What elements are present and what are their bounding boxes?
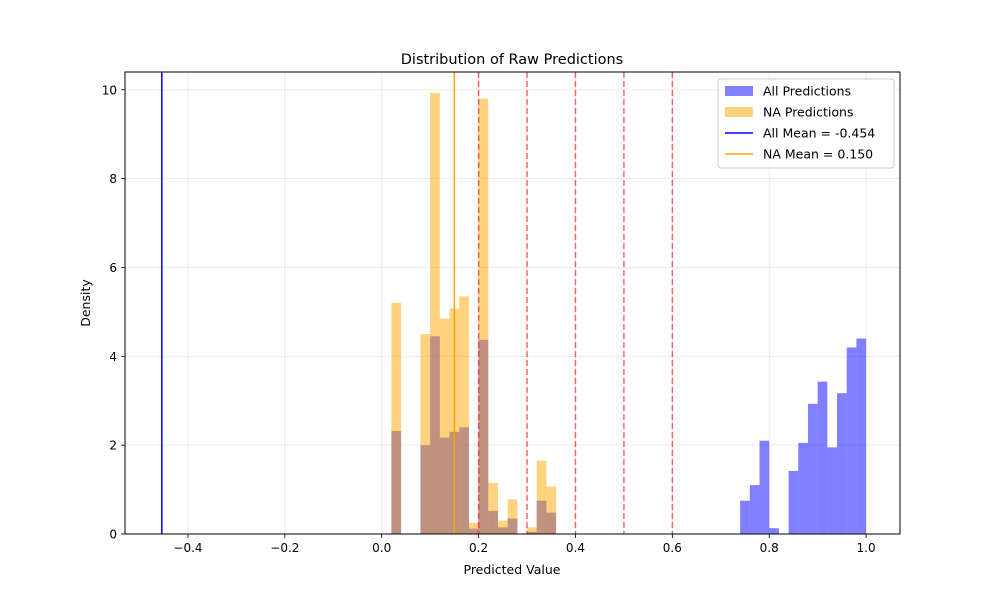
histogram-bar: [856, 338, 867, 534]
x-tick-label: 1.0: [857, 541, 876, 555]
histogram-bar: [478, 98, 489, 535]
x-tick-label: 0.4: [566, 541, 585, 555]
histogram-bar: [391, 303, 402, 534]
legend-label: NA Mean = 0.150: [763, 147, 873, 162]
y-tick-label: 0: [109, 528, 117, 542]
histogram-bar: [507, 499, 518, 534]
x-axis-label: Predicted Value: [464, 562, 561, 577]
x-tick-label: 0.6: [663, 541, 682, 555]
y-tick-label: 2: [109, 439, 117, 453]
histogram-bar: [439, 318, 450, 534]
histogram-bar: [817, 381, 828, 534]
histogram-bar: [420, 334, 431, 534]
axis-ticks: −0.4 −0.2 0.0 0.2 0.4 0.6 0.8 1.0 0 2 4 6 8 10: [102, 83, 876, 555]
legend-swatch: [725, 107, 753, 117]
x-tick-label: 0.2: [469, 541, 488, 555]
reference-lines: [161, 72, 674, 534]
histogram-bar: [807, 403, 818, 534]
histogram-bar: [430, 92, 440, 534]
histogram-bar: [798, 442, 808, 534]
histogram-bar: [827, 447, 838, 534]
y-tick-label: 6: [109, 261, 117, 275]
legend-frame: [717, 78, 895, 169]
histogram-bar: [788, 470, 799, 534]
histogram-bar: [749, 485, 760, 534]
histogram-bar: [488, 482, 498, 534]
legend-label: All Predictions: [763, 84, 851, 99]
histogram-bar: [459, 296, 469, 534]
x-tick-label: −0.2: [270, 541, 299, 555]
histogram-bar: [837, 393, 847, 534]
legend-label: NA Predictions: [763, 105, 854, 120]
histogram-bar: [468, 522, 479, 534]
histogram-bars: [391, 92, 867, 535]
y-tick-label: 10: [102, 83, 117, 97]
histogram-bar: [740, 500, 750, 534]
histogram-bar: [497, 520, 508, 534]
histogram-bar: [546, 486, 557, 534]
legend-swatch: [725, 86, 753, 96]
histogram-bar: [769, 528, 779, 534]
y-tick-label: 8: [109, 172, 117, 186]
legend: All Predictions NA Predictions All Mean = …: [717, 78, 895, 169]
x-tick-label: 0.0: [372, 541, 391, 555]
legend-label: All Mean = -0.454: [763, 126, 875, 141]
histogram-bar: [536, 460, 547, 534]
histogram-bar: [527, 527, 537, 534]
histogram-bar: [846, 347, 857, 534]
x-tick-label: −0.4: [173, 541, 202, 555]
histogram-bar: [759, 440, 770, 534]
chart-title: Distribution of Raw Predictions: [401, 52, 623, 68]
y-tick-label: 4: [109, 350, 117, 364]
plot-area-frame: [124, 71, 901, 535]
x-tick-label: 0.8: [760, 541, 779, 555]
y-axis-label: Density: [78, 279, 93, 327]
